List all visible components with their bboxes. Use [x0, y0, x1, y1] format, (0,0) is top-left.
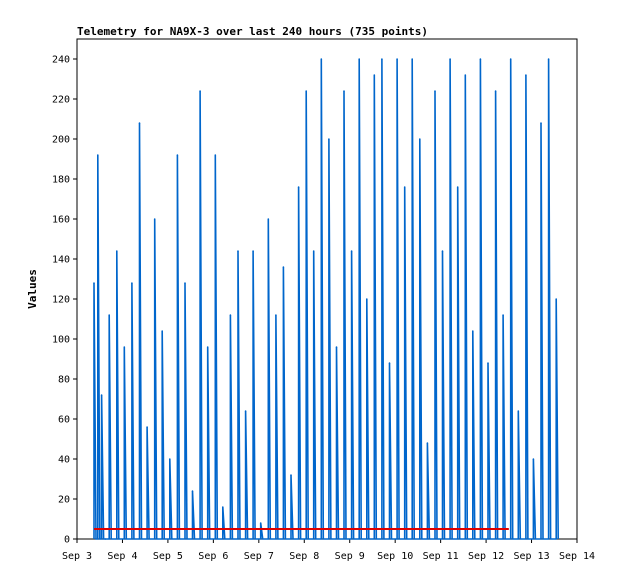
y-tick-label: 200	[52, 135, 70, 146]
data-point	[191, 490, 194, 492]
data-point	[487, 362, 489, 364]
telemetry-series	[93, 58, 559, 540]
data-point	[411, 58, 414, 60]
data-point	[131, 282, 133, 284]
x-tick-label: Sep 11	[423, 551, 459, 562]
data-point	[479, 58, 482, 60]
data-point	[104, 538, 107, 540]
data-point	[305, 90, 308, 92]
data-point	[502, 314, 504, 316]
data-point	[388, 362, 391, 364]
data-point	[290, 474, 292, 476]
data-point	[275, 314, 277, 316]
data-point	[97, 154, 99, 156]
data-point	[350, 250, 353, 252]
data-point	[100, 394, 103, 396]
y-tick-label: 140	[52, 255, 70, 266]
data-point	[403, 186, 406, 188]
data-point	[320, 58, 323, 60]
data-point	[419, 138, 421, 140]
data-point	[509, 58, 512, 60]
y-tick-label: 60	[58, 415, 70, 426]
data-point	[441, 250, 444, 252]
x-tick-label: Sep 5	[153, 551, 183, 562]
data-point	[214, 154, 217, 156]
y-tick-label: 20	[58, 495, 70, 506]
data-point	[555, 298, 557, 300]
data-point	[153, 218, 156, 220]
series-layer	[93, 58, 559, 540]
data-point	[381, 58, 383, 60]
data-point	[532, 458, 535, 460]
x-tick-label: Sep 6	[198, 551, 228, 562]
data-point	[244, 410, 247, 412]
data-point	[229, 314, 232, 316]
data-point	[472, 330, 474, 332]
data-point	[328, 138, 330, 140]
data-point	[464, 74, 467, 76]
series-line	[93, 58, 559, 540]
data-point	[297, 186, 300, 188]
data-point	[206, 346, 209, 348]
x-tick-label: Sep 12	[468, 551, 504, 562]
y-tick-label: 180	[52, 175, 70, 186]
x-tick-label: Sep 4	[107, 551, 137, 562]
x-tick-label: Sep 7	[244, 551, 274, 562]
y-tick-label: 120	[52, 295, 70, 306]
y-tick-label: 80	[58, 375, 70, 386]
data-point	[366, 298, 368, 300]
x-tick-label: Sep 13	[513, 551, 549, 562]
data-point	[540, 122, 542, 124]
x-tick-label: Sep 10	[377, 551, 413, 562]
x-tick-label: Sep 9	[335, 551, 365, 562]
data-point	[169, 458, 171, 460]
data-point	[335, 346, 338, 348]
y-tick-label: 40	[58, 455, 70, 466]
x-tick-label: Sep 14	[559, 551, 595, 562]
data-point	[517, 410, 520, 412]
data-point	[434, 90, 436, 92]
data-point	[396, 58, 398, 60]
data-point	[358, 58, 361, 60]
data-point	[138, 122, 141, 124]
data-point	[146, 426, 148, 428]
data-point	[312, 250, 315, 252]
y-tick-label: 240	[52, 55, 70, 66]
data-point	[252, 250, 254, 252]
y-axis-label: Values	[26, 269, 39, 309]
data-point	[93, 282, 95, 284]
data-point	[123, 346, 126, 348]
y-tick-label: 160	[52, 215, 70, 226]
data-point	[176, 154, 179, 156]
data-point	[259, 522, 262, 524]
y-tick-label: 100	[52, 335, 70, 346]
data-point	[494, 90, 497, 92]
data-point	[525, 74, 527, 76]
data-point	[222, 506, 224, 508]
x-tick-label: Sep 3	[62, 551, 92, 562]
data-point	[456, 186, 459, 188]
plot-area-frame	[76, 38, 578, 540]
chart-title: Telemetry for NA9X-3 over last 240 hours…	[77, 25, 428, 38]
data-point	[237, 250, 239, 252]
data-point	[184, 282, 186, 284]
y-tick-label: 220	[52, 95, 70, 106]
y-tick-label: 0	[64, 535, 70, 546]
data-point	[116, 250, 118, 252]
data-point	[108, 314, 110, 316]
data-point	[161, 330, 163, 332]
x-tick-label: Sep 8	[289, 551, 319, 562]
x-axis: Sep 3 Sep 4 Sep 5 Sep 6 Sep 7 Sep 8 Sep 9 Sep 1…	[62, 539, 595, 562]
data-point	[282, 266, 285, 268]
data-point	[373, 74, 376, 76]
data-point	[449, 58, 451, 60]
data-point	[199, 90, 201, 92]
data-point	[426, 442, 429, 444]
data-point	[343, 90, 345, 92]
data-point	[547, 58, 550, 60]
data-point	[267, 218, 270, 220]
y-axis: 0 20 40 60 80 100 120 140 160 180 200 220 240	[52, 55, 77, 546]
